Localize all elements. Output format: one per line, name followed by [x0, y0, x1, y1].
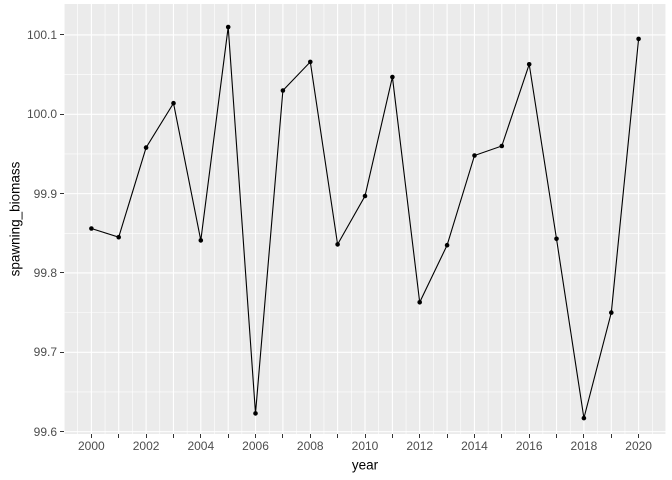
x-axis-tick-mark [556, 434, 558, 438]
x-axis-tick-mark [610, 434, 612, 438]
x-axis-tick-mark [337, 434, 339, 438]
y-axis-tick-mark [60, 113, 64, 115]
x-axis-tick-mark [282, 434, 284, 438]
y-axis-tick-label: 99.7 [33, 345, 57, 360]
y-axis-tick-label: 100.1 [26, 27, 57, 42]
y-axis-tick-mark [60, 431, 64, 433]
x-axis-tick-mark [419, 434, 421, 438]
data-point-2000 [89, 226, 94, 231]
data-point-2005 [225, 24, 231, 30]
x-axis-tick-mark [255, 434, 257, 438]
data-point-2013 [444, 242, 450, 248]
x-axis-tick-mark [638, 434, 640, 438]
x-axis-tick-mark [583, 434, 585, 438]
x-axis-tick-label: 2000 [78, 439, 105, 453]
y-axis-tick-mark [60, 272, 64, 274]
y-axis-tick-label: 99.6 [33, 424, 57, 439]
data-point-2004 [198, 238, 204, 243]
x-axis-tick-mark [528, 434, 530, 438]
x-axis-tick-mark [227, 434, 229, 438]
x-axis-tick-label: 2006 [242, 439, 269, 453]
data-point-2019 [609, 310, 614, 315]
x-axis-tick-label: 2014 [461, 439, 488, 453]
y-axis-title: spawning_biomass [7, 161, 23, 277]
y-axis-tick-mark [60, 193, 64, 195]
x-axis-tick-mark [446, 434, 448, 438]
data-point-2006 [253, 411, 258, 416]
data-point-2015 [499, 143, 505, 149]
data-point-2002 [143, 145, 149, 150]
data-point-2016 [526, 62, 532, 67]
x-axis-tick-label: 2002 [132, 439, 160, 453]
y-axis-tick-mark [60, 34, 64, 36]
data-point-2009 [335, 242, 340, 247]
data-point-2017 [554, 236, 559, 242]
data-point-2018 [581, 415, 587, 421]
x-axis-tick-mark [364, 434, 366, 438]
plot-area [64, 4, 666, 434]
x-axis-tick-label: 2008 [296, 439, 324, 453]
x-axis-tick-mark [90, 434, 92, 438]
data-point-2003 [171, 100, 176, 106]
x-axis-tick-label: 2018 [570, 439, 598, 453]
data-point-2001 [116, 234, 121, 240]
y-axis-tick-label: 100.0 [26, 107, 57, 122]
x-axis-tick-label: 2020 [625, 439, 652, 453]
data-point-2007 [280, 88, 286, 93]
y-axis-tick-label: 99.9 [33, 186, 57, 201]
data-point-2020 [636, 36, 641, 42]
x-axis-tick-mark [473, 434, 475, 438]
data-point-2008 [308, 59, 313, 65]
x-axis-tick-mark [145, 434, 147, 438]
x-axis-title: year [351, 457, 379, 473]
x-axis-tick-mark [501, 434, 503, 438]
data-point-2011 [390, 74, 395, 80]
data-point-2012 [417, 300, 423, 305]
x-axis-tick-label: 2012 [406, 439, 434, 453]
y-axis-tick-mark [60, 351, 64, 353]
x-axis-tick-mark [172, 434, 174, 438]
plot-panel [64, 4, 666, 434]
x-axis-tick-label: 2010 [351, 439, 379, 453]
x-axis-tick-mark [391, 434, 393, 438]
x-axis-tick-label: 2016 [515, 439, 543, 453]
data-point-2014 [472, 153, 477, 158]
x-axis-tick-label: 2004 [187, 439, 215, 453]
x-axis-tick-mark [118, 434, 120, 438]
y-axis-tick-label: 99.8 [33, 265, 57, 280]
data-point-2010 [362, 193, 368, 199]
x-axis-tick-mark [200, 434, 202, 438]
x-axis-tick-mark [309, 434, 311, 438]
